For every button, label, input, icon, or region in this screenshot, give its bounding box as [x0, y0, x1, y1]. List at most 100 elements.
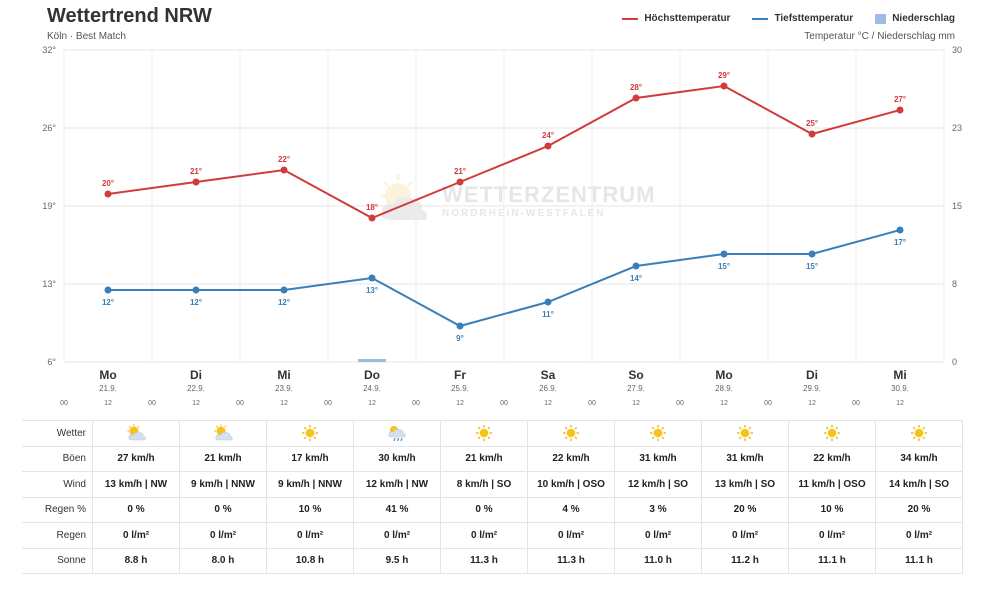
table-cell: 0 l/m²	[179, 522, 267, 549]
y-tick-right: 23	[952, 123, 962, 133]
min-temp-point	[280, 286, 288, 294]
table-cell: 22 km/h	[788, 445, 876, 472]
table-cell: 0 l/m²	[527, 522, 615, 549]
y-tick-left: 26°	[42, 123, 56, 133]
table-cell: 11.3 h	[527, 547, 615, 574]
legend-item-min[interactable]: Tiefsttemperatur	[752, 13, 853, 24]
x-hour-tick: 00	[412, 400, 420, 407]
x-date-label: 21.9.	[99, 384, 117, 393]
table-cell: 11 km/h | OSO	[788, 471, 876, 498]
table-row-boeen: Böen 27 km/h 21 km/h 17 km/h 30 km/h 21 km/h 2…	[22, 445, 963, 472]
x-hour-tick: 12	[104, 400, 112, 407]
x-day-label: Di	[806, 368, 818, 382]
max-temp-label: 25°	[806, 119, 818, 128]
table-cell: 12 km/h | SO	[614, 471, 702, 498]
y-tick-right: 8	[952, 279, 957, 289]
table-cell: 0 l/m²	[353, 522, 441, 549]
table-row-regen: Regen 0 l/m² 0 l/m² 0 l/m² 0 l/m² 0 l/m² 0 l/m…	[22, 522, 963, 549]
table-cell: 10 km/h | OSO	[527, 471, 615, 498]
min-temp-line	[108, 229, 901, 328]
table-cell: 22 km/h	[527, 445, 615, 472]
table-cell: 11.1 h	[875, 547, 963, 574]
x-hour-tick: 00	[852, 400, 860, 407]
x-hour-tick: 00	[324, 400, 332, 407]
sun-icon	[875, 420, 963, 447]
max-temp-point	[368, 214, 376, 222]
x-day-label: Sa	[541, 368, 556, 382]
x-day-label: Mo	[99, 368, 116, 382]
max-temp-point	[192, 178, 200, 186]
table-cell: 11.2 h	[701, 547, 789, 574]
table-cell: 10 %	[788, 496, 876, 523]
x-hour-tick: 00	[148, 400, 156, 407]
max-temp-label: 24°	[542, 131, 554, 140]
y-tick-left: 32°	[42, 45, 56, 55]
row-label: Regen	[22, 522, 93, 549]
sun-icon	[701, 420, 789, 447]
x-date-label: 29.9.	[803, 384, 821, 393]
table-cell: 41 %	[353, 496, 441, 523]
precip-bar	[358, 359, 386, 362]
x-hour-tick: 12	[192, 400, 200, 407]
x-hour-tick: 00	[764, 400, 772, 407]
row-label: Böen	[22, 445, 93, 472]
chart-legend: Höchsttemperatur Tiefsttemperatur Nieder…	[622, 13, 955, 24]
x-date-label: 22.9.	[187, 384, 205, 393]
legend-item-max[interactable]: Höchsttemperatur	[622, 13, 730, 24]
min-temp-point	[632, 262, 640, 270]
x-date-label: 26.9.	[539, 384, 557, 393]
row-label: Wetter	[22, 420, 93, 447]
min-temp-point	[368, 274, 376, 282]
legend-label-precip: Niederschlag	[892, 13, 955, 24]
table-cell: 13 km/h | SO	[701, 471, 789, 498]
x-hour-tick: 00	[676, 400, 684, 407]
min-temp-label: 11°	[542, 310, 554, 319]
max-temp-point	[720, 82, 728, 90]
max-temp-label: 20°	[102, 179, 114, 188]
table-row-regen-prob: Regen % 0 % 0 % 10 % 41 % 0 % 4 % 3 % 20 % 10 % 20…	[22, 496, 963, 523]
legend-item-precip[interactable]: Niederschlag	[875, 13, 955, 24]
min-temp-point	[808, 250, 816, 258]
min-temp-label: 17°	[894, 238, 906, 247]
x-hour-tick: 00	[236, 400, 244, 407]
x-date-label: 23.9.	[275, 384, 293, 393]
min-temp-point	[896, 226, 904, 234]
y-tick-left: 19°	[42, 201, 56, 211]
cloud-rain-sun-icon	[353, 420, 441, 447]
x-hour-tick: 12	[456, 400, 464, 407]
y-tick-right: 30	[952, 45, 962, 55]
x-hour-tick: 00	[500, 400, 508, 407]
x-hour-tick: 00	[60, 400, 68, 407]
table-cell: 31 km/h	[701, 445, 789, 472]
table-cell: 21 km/h	[179, 445, 267, 472]
min-temp-label: 12°	[102, 298, 114, 307]
table-cell: 27 km/h	[92, 445, 180, 472]
x-date-label: 25.9.	[451, 384, 469, 393]
table-cell: 31 km/h	[614, 445, 702, 472]
min-temp-label: 13°	[366, 286, 378, 295]
min-temp-label: 12°	[278, 298, 290, 307]
table-row-sonne: Sonne 8.8 h 8.0 h 10.8 h 9.5 h 11.3 h 11.3 h 11…	[22, 547, 963, 574]
table-cell: 20 %	[701, 496, 789, 523]
min-temp-label: 9°	[456, 334, 464, 343]
y-tick-left: 13°	[42, 279, 56, 289]
table-cell: 9 km/h | NNW	[266, 471, 354, 498]
table-cell: 0 l/m²	[614, 522, 702, 549]
max-temp-point	[280, 166, 288, 174]
table-cell: 0 %	[440, 496, 528, 523]
min-temp-label: 12°	[190, 298, 202, 307]
x-hour-tick: 00	[588, 400, 596, 407]
x-day-label: Mo	[715, 368, 732, 382]
x-date-label: 27.9.	[627, 384, 645, 393]
table-cell: 13 km/h | NW	[92, 471, 180, 498]
row-label: Sonne	[22, 547, 93, 574]
table-cell: 0 l/m²	[92, 522, 180, 549]
x-hour-tick: 12	[280, 400, 288, 407]
page-title: Wettertrend NRW	[47, 5, 212, 27]
table-row-wetter: Wetter	[22, 420, 963, 447]
x-hour-tick: 12	[632, 400, 640, 407]
x-date-label: 28.9.	[715, 384, 733, 393]
x-day-label: Fr	[454, 368, 466, 382]
max-temp-label: 21°	[454, 167, 466, 176]
table-cell: 4 %	[527, 496, 615, 523]
